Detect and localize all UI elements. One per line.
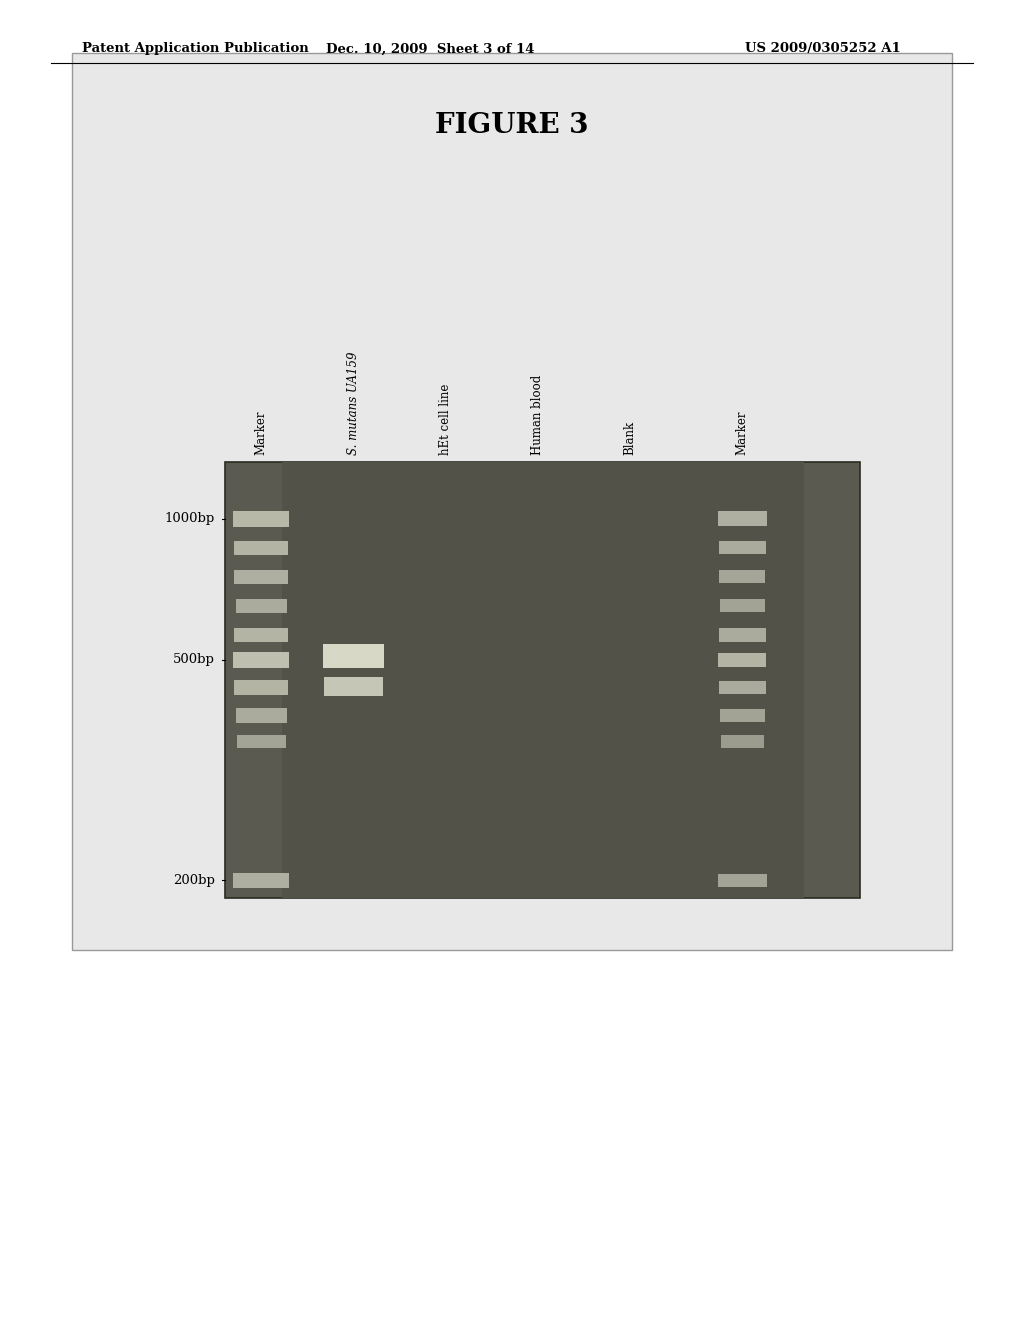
Bar: [324, 677, 383, 696]
Bar: [233, 541, 289, 554]
Bar: [719, 541, 766, 554]
Bar: [236, 708, 287, 722]
Text: Human blood: Human blood: [531, 375, 544, 455]
Bar: [72, 53, 952, 950]
Bar: [282, 462, 804, 898]
Bar: [719, 570, 766, 583]
Bar: [225, 462, 860, 898]
Text: Dec. 10, 2009  Sheet 3 of 14: Dec. 10, 2009 Sheet 3 of 14: [326, 42, 535, 55]
Text: Marker: Marker: [255, 411, 267, 455]
Text: Blank: Blank: [624, 421, 636, 455]
Bar: [720, 709, 765, 722]
Bar: [237, 735, 286, 748]
Bar: [720, 599, 765, 612]
Bar: [323, 644, 384, 668]
Bar: [718, 511, 767, 525]
Text: Patent Application Publication: Patent Application Publication: [82, 42, 308, 55]
Text: US 2009/0305252 A1: US 2009/0305252 A1: [745, 42, 901, 55]
Bar: [719, 681, 766, 694]
Bar: [236, 598, 287, 612]
Bar: [719, 628, 766, 642]
Bar: [719, 653, 766, 668]
Bar: [234, 570, 288, 583]
Text: hEt cell line: hEt cell line: [439, 384, 452, 455]
Bar: [233, 511, 290, 527]
Text: 1000bp: 1000bp: [165, 512, 215, 525]
Text: 200bp: 200bp: [173, 874, 215, 887]
Bar: [234, 681, 288, 694]
Bar: [718, 874, 767, 887]
Bar: [234, 627, 288, 642]
Bar: [721, 735, 764, 748]
Bar: [233, 652, 289, 668]
Text: 500bp: 500bp: [173, 653, 215, 667]
Text: S. mutans UA159: S. mutans UA159: [347, 352, 359, 455]
Text: Marker: Marker: [736, 411, 749, 455]
Bar: [233, 874, 290, 887]
Text: FIGURE 3: FIGURE 3: [435, 112, 589, 139]
